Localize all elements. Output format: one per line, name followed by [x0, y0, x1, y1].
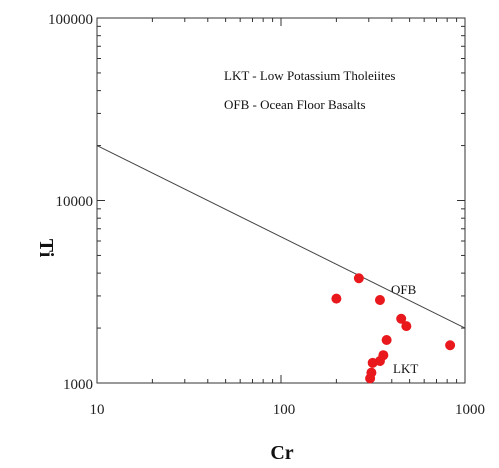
data-point-4 — [396, 313, 407, 324]
note-lkt: LKT - Low Potassium Tholeiites — [224, 68, 395, 83]
data-point-1 — [331, 293, 342, 304]
y-tick-label-100000: 100000 — [48, 12, 93, 28]
data-point-9 — [367, 357, 378, 368]
y-axis-title: Ti — [35, 239, 57, 258]
data-point-2 — [353, 273, 364, 284]
x-axis-title: Cr — [270, 442, 293, 464]
note-ofb: OFB - Ocean Floor Basalts — [224, 97, 366, 112]
x-tick-label-10: 10 — [90, 402, 105, 418]
data-point-12 — [445, 340, 456, 351]
minor-ticks — [96, 17, 466, 384]
data-point-11 — [365, 373, 376, 384]
x-tick-label-100: 100 — [273, 402, 296, 418]
discriminant-line — [96, 145, 466, 329]
x-tick-label-1000: 1000 — [455, 402, 485, 418]
data-points — [331, 273, 456, 384]
data-point-3 — [374, 294, 385, 305]
region-label-ofb: OFB — [391, 282, 417, 297]
data-point-5 — [401, 321, 412, 332]
data-point-6 — [381, 335, 392, 346]
y-tick-label-1000: 1000 — [63, 377, 93, 393]
y-tick-label-10000: 10000 — [56, 194, 94, 210]
region-label-lkt: LKT — [393, 361, 418, 376]
